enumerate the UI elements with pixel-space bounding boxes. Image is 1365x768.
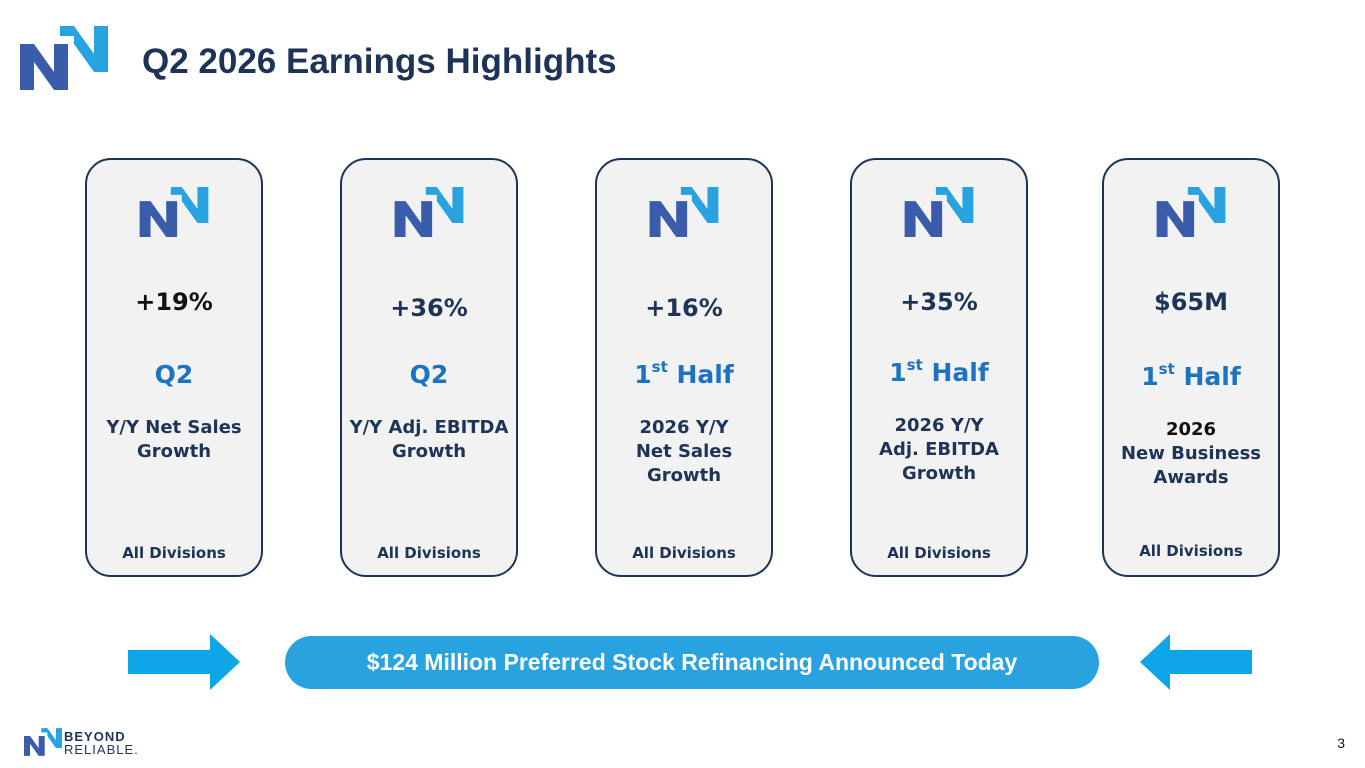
highlight-card-net-sales-h1: +16% 1st Half 2026 Y/Y Net Sales Growth … <box>595 158 773 577</box>
logo-icon <box>649 187 719 237</box>
arrow-right-icon <box>128 634 240 690</box>
metric-description: 2026 New Business Awards <box>1120 419 1262 488</box>
metric-value: $65M <box>1154 288 1228 316</box>
logo-icon <box>904 187 974 237</box>
footer-brand-logo: BEYOND RELIABLE. <box>24 728 166 758</box>
metric-value: +35% <box>900 288 978 316</box>
logo-icon <box>1156 187 1226 237</box>
announcement-banner: $124 Million Preferred Stock Refinancing… <box>285 636 1099 689</box>
period-label: Q2 <box>154 360 194 389</box>
metric-value: +36% <box>390 294 468 322</box>
metric-description: 2026 Y/Y Adj. EBITDA Growth <box>879 415 999 484</box>
scope-label: All Divisions <box>122 544 226 562</box>
brand-wordmark-top: BEYOND <box>64 729 126 744</box>
metric-description: 2026 Y/Y Net Sales Growth <box>635 417 733 486</box>
highlight-card-adj-ebitda-h1: +35% 1st Half 2026 Y/Y Adj. EBITDA Growt… <box>850 158 1028 577</box>
period-label: 1st Half <box>634 357 734 389</box>
period-label: Q2 <box>409 360 449 389</box>
brand-wordmark-bottom: RELIABLE. <box>64 742 139 757</box>
highlight-card-new-business: $65M 1st Half 2026 New Business Awards A… <box>1102 158 1280 577</box>
page-number: 3 <box>1337 735 1345 751</box>
scope-label: All Divisions <box>632 544 736 562</box>
scope-label: All Divisions <box>377 544 481 562</box>
logo-icon <box>394 187 464 237</box>
period-label: 1st Half <box>1141 359 1241 391</box>
period-label: 1st Half <box>889 355 989 387</box>
scope-label: All Divisions <box>887 544 991 562</box>
metric-value: +19% <box>135 288 213 316</box>
metric-description: Y/Y Adj. EBITDA Growth <box>349 417 509 462</box>
metric-description: Y/Y Net Sales Growth <box>106 417 242 462</box>
highlight-card-net-sales-q2: +19% Q2 Y/Y Net Sales Growth All Divisio… <box>85 158 263 577</box>
metric-value: +16% <box>645 294 723 322</box>
page-title: Q2 2026 Earnings Highlights <box>142 42 617 81</box>
highlight-card-adj-ebitda-q2: +36% Q2 Y/Y Adj. EBITDA Growth All Divis… <box>340 158 518 577</box>
logo-icon <box>24 728 62 756</box>
logo-icon <box>139 187 209 237</box>
scope-label: All Divisions <box>1139 542 1243 560</box>
arrow-left-icon <box>1140 634 1252 690</box>
company-logo <box>20 26 108 90</box>
